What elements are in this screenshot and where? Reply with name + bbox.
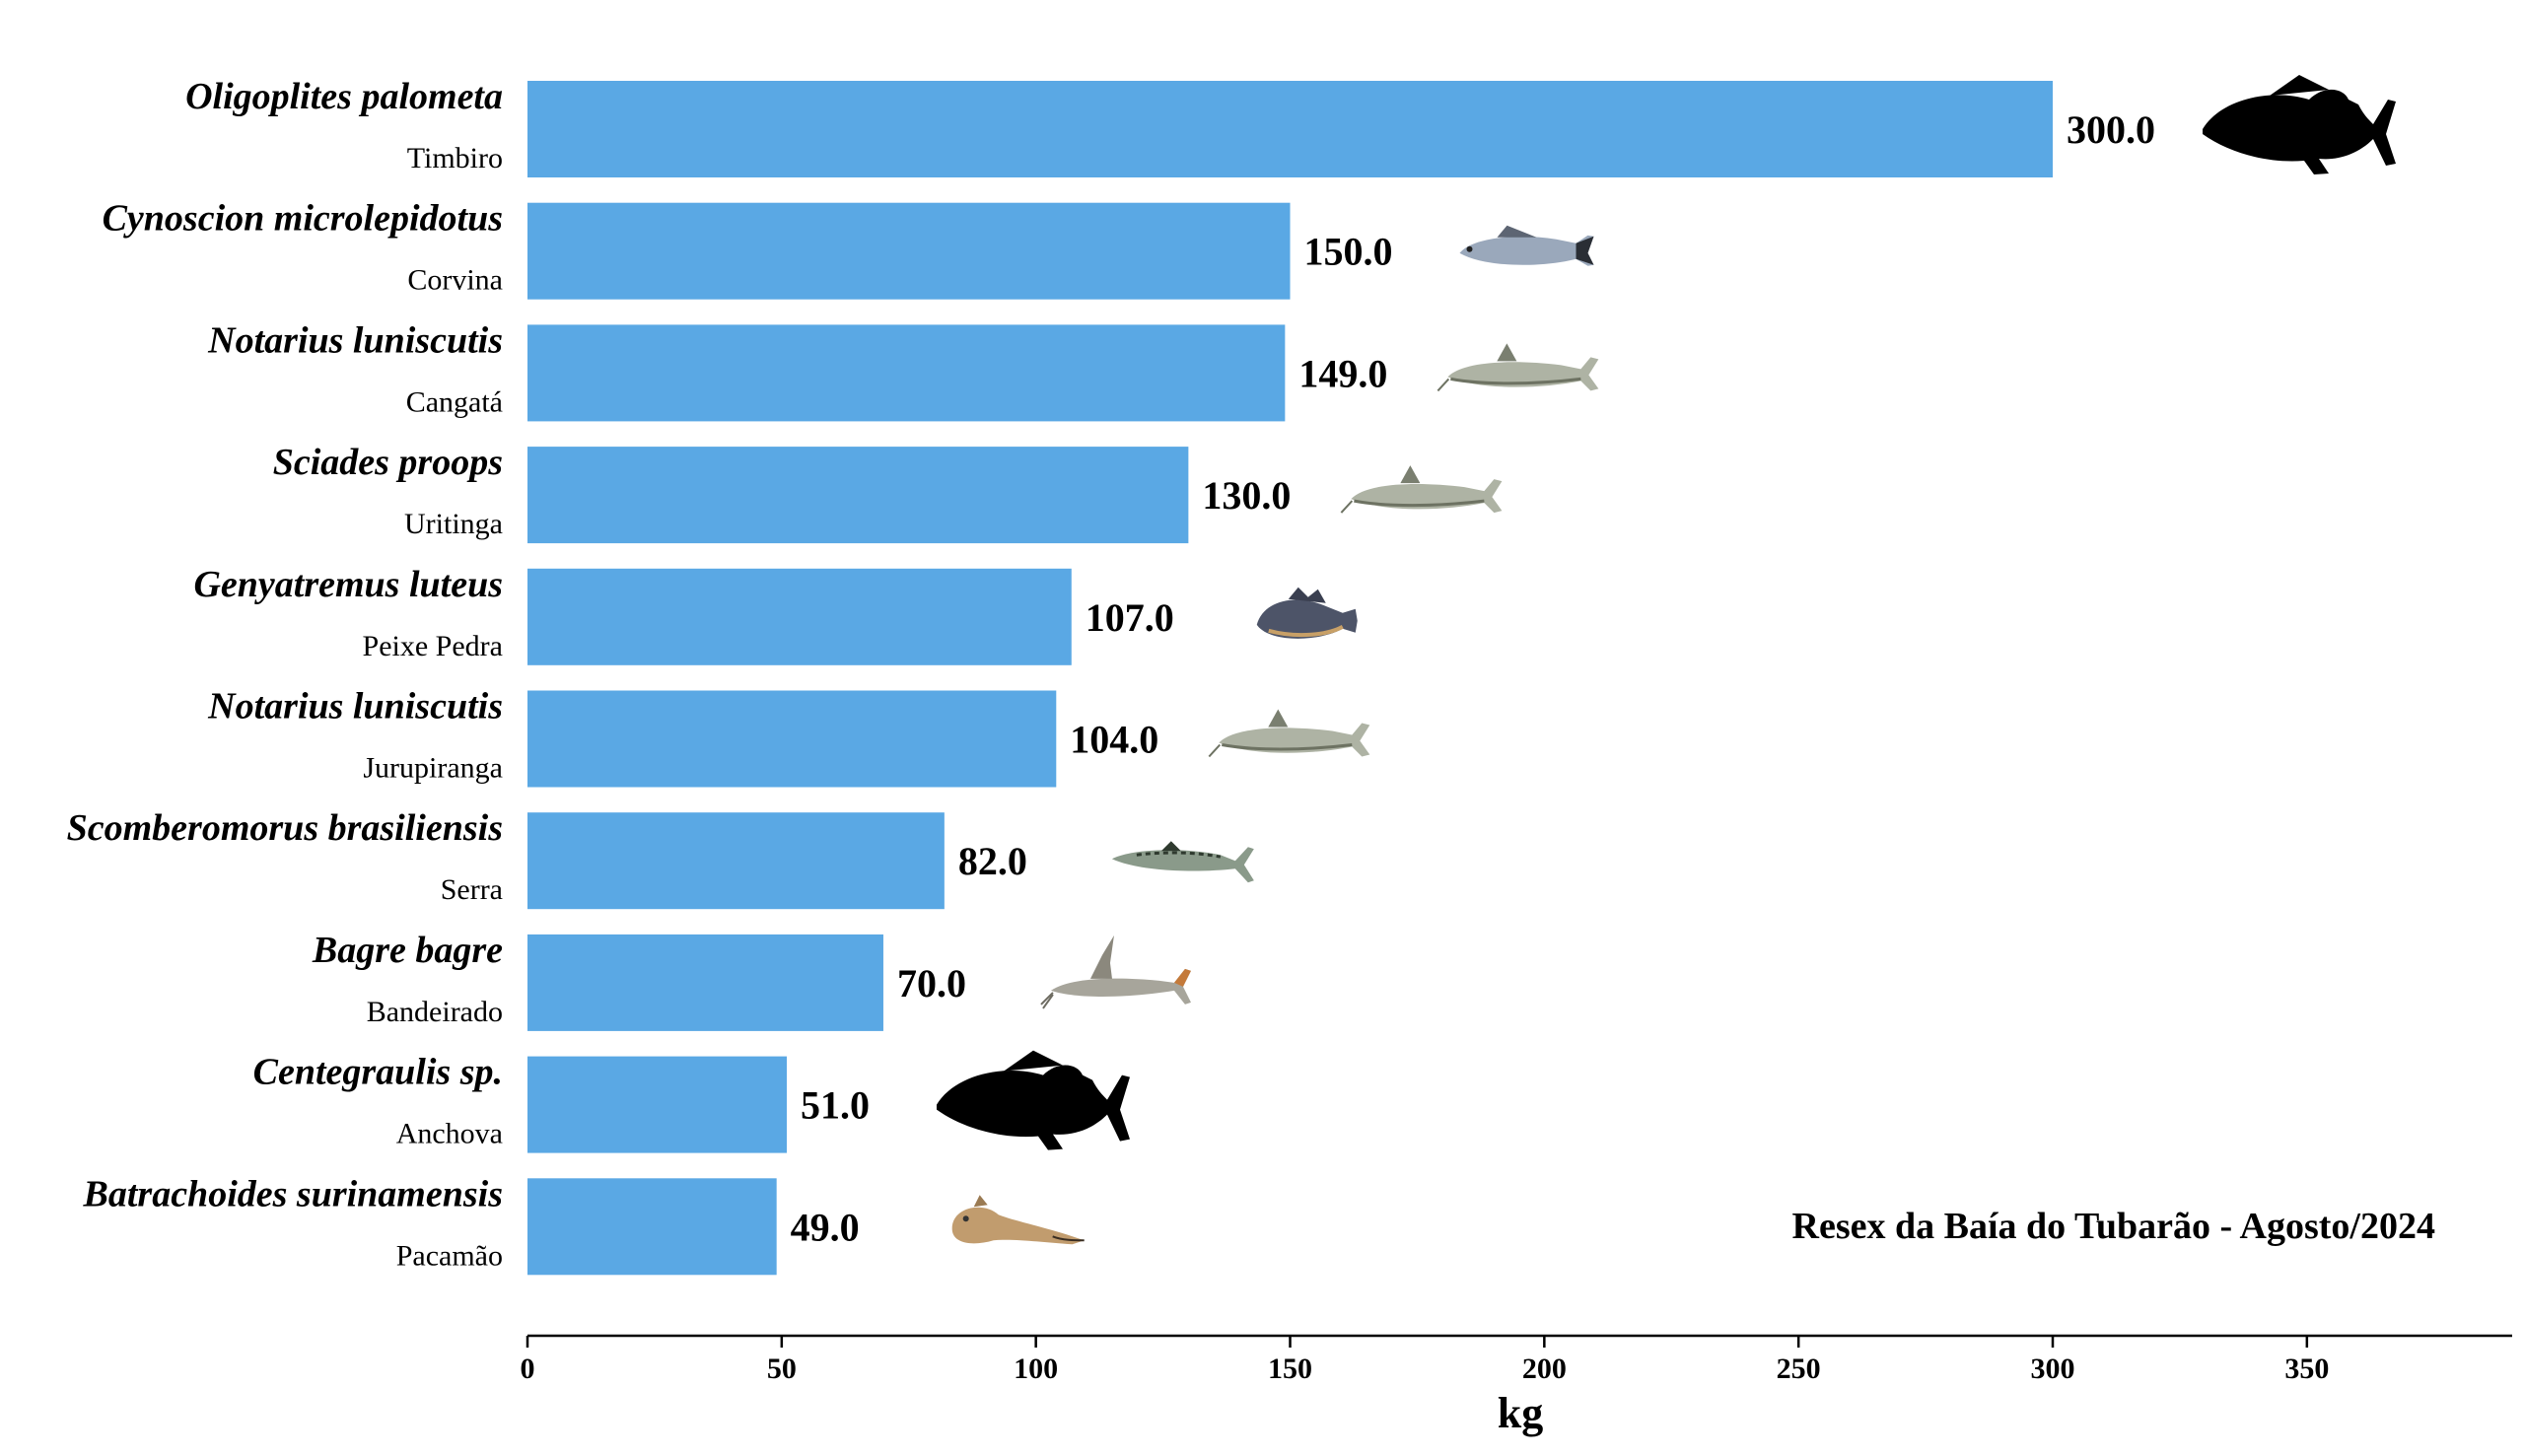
- bar-1: [527, 81, 2053, 177]
- category-scientific-name: Oligoplites palometa: [185, 76, 503, 117]
- x-tick-label: 350: [2284, 1352, 2329, 1385]
- bar-5: [527, 568, 1072, 665]
- flag-catfish-icon: [1040, 935, 1191, 1009]
- category-common-name: Serra: [441, 873, 503, 906]
- category-scientific-name: Batrachoides surinamensis: [83, 1173, 504, 1214]
- bar-value-label: 82.0: [958, 839, 1027, 883]
- catfish-icon: [1340, 465, 1503, 514]
- category-common-name: Timbiro: [407, 142, 503, 174]
- category-scientific-name: Genyatremus luteus: [193, 564, 503, 605]
- bar-value-label: 300.0: [2067, 107, 2155, 152]
- toadfish-icon: [951, 1195, 1085, 1245]
- bar-value-label: 149.0: [1298, 351, 1387, 395]
- category-common-name: Corvina: [407, 264, 503, 297]
- x-tick-label: 0: [521, 1352, 535, 1385]
- x-tick-label: 250: [1777, 1352, 1821, 1385]
- category-common-name: Cangatá: [406, 385, 503, 418]
- category-common-name: Peixe Pedra: [363, 630, 503, 662]
- bar-value-label: 150.0: [1304, 230, 1393, 274]
- catfish-icon: [1437, 343, 1599, 392]
- x-tick-label: 150: [1268, 1352, 1312, 1385]
- chart-annotation: Resex da Baía do Tubarão - Agosto/2024: [1792, 1206, 2435, 1247]
- bar-value-label: 49.0: [791, 1205, 860, 1249]
- x-tick-label: 200: [1522, 1352, 1567, 1385]
- bar-value-label: 70.0: [897, 961, 966, 1005]
- bar-value-label: 51.0: [801, 1083, 870, 1128]
- bar-2: [527, 202, 1291, 300]
- bar-value-label: 107.0: [1086, 595, 1174, 640]
- category-scientific-name: Notarius luniscutis: [207, 319, 503, 361]
- category-common-name: Anchova: [396, 1118, 503, 1150]
- category-scientific-name: Sciades proops: [273, 442, 503, 483]
- bar-3: [527, 324, 1286, 422]
- category-common-name: Uritinga: [404, 508, 503, 540]
- bar-8: [527, 934, 883, 1031]
- bar-value-label: 104.0: [1070, 718, 1158, 762]
- category-common-name: Bandeirado: [367, 996, 503, 1028]
- category-scientific-name: Scomberomorus brasiliensis: [67, 807, 503, 849]
- x-axis-label: kg: [1498, 1389, 1543, 1437]
- bars-group: Oligoplites palometa Timbiro 300.0 Cynoscio…: [67, 75, 2396, 1276]
- category-scientific-name: Notarius luniscutis: [207, 686, 503, 728]
- category-scientific-name: Bagre bagre: [312, 930, 503, 971]
- x-tick-label: 50: [767, 1352, 797, 1385]
- category-common-name: Jurupiranga: [363, 752, 503, 785]
- bar-6: [527, 690, 1057, 788]
- corvina-fish-icon: [1459, 225, 1594, 266]
- bar-value-label: 130.0: [1202, 473, 1291, 518]
- bar-4: [527, 447, 1189, 544]
- bar-10: [527, 1178, 777, 1276]
- category-scientific-name: Centegraulis sp.: [253, 1052, 503, 1093]
- mackerel-icon: [1111, 841, 1254, 883]
- fish-silhouette-icon: [2203, 75, 2396, 174]
- bar-7: [527, 812, 945, 910]
- bar-9: [527, 1056, 787, 1153]
- category-common-name: Pacamão: [396, 1239, 503, 1272]
- grunt-fish-icon: [1256, 587, 1358, 639]
- catfish-icon: [1208, 709, 1370, 758]
- x-tick-label: 300: [2031, 1352, 2075, 1385]
- x-axis: 0 50 100 150 200 250 300 350: [521, 1334, 2512, 1385]
- fish-silhouette-icon: [936, 1050, 1130, 1150]
- x-tick-label: 100: [1014, 1352, 1058, 1385]
- category-scientific-name: Cynoscion microlepidotus: [103, 198, 503, 240]
